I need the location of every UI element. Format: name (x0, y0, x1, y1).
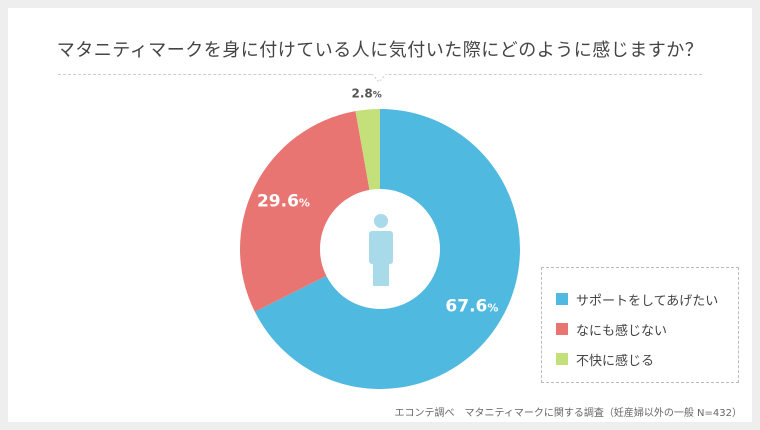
donut-slices (240, 109, 521, 390)
data-label: 2.8% (351, 87, 381, 101)
legend-item: なにも感じない (556, 314, 738, 344)
legend-swatch (556, 293, 568, 305)
donut-chart: 67.6% 29.6% 2.8% (240, 87, 521, 390)
person-icon (369, 214, 393, 286)
chart-title: マタニティマークを身に付けている人に気付いた際にどのように感じますか？ (56, 40, 704, 61)
data-label: 67.6% (445, 297, 498, 317)
slice-support (254, 109, 521, 390)
data-labels: 67.6% 29.6% 2.8% (257, 87, 498, 317)
legend: サポートをしてあげたい なにも感じない 不快に感じる (541, 267, 739, 383)
legend-swatch (556, 353, 568, 365)
legend-item: 不快に感じる (556, 344, 738, 374)
slice-nothing (240, 111, 370, 312)
legend-label: サポートをしてあげたい (576, 293, 719, 309)
data-label: 29.6% (257, 192, 310, 212)
legend-label: 不快に感じる (576, 353, 655, 369)
slice-uncomfortable (355, 109, 380, 190)
legend-swatch (556, 323, 568, 335)
source-note: エコンテ調べ マタニティマークに関する調査（妊産婦以外の一般 N=432） (394, 408, 742, 419)
legend-label: なにも感じない (576, 323, 668, 339)
chart-card: マタニティマークを身に付けている人に気付いた際にどのように感じますか？ 67.6… (8, 8, 752, 422)
legend-item: サポートをしてあげたい (556, 284, 738, 314)
title-divider-notch (372, 74, 386, 83)
